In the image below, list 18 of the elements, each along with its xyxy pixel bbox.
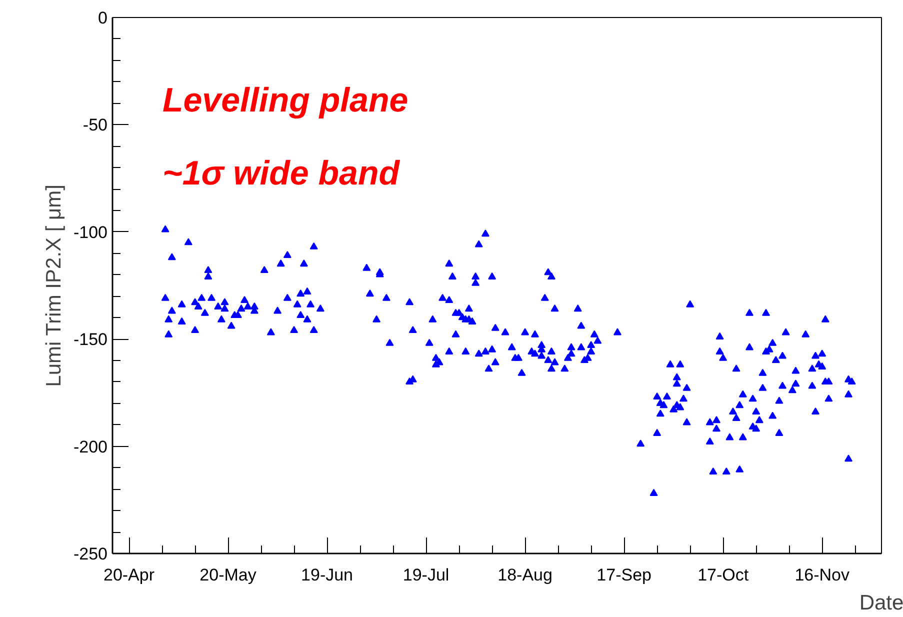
x-tick-label: 19-Jul [402,566,450,584]
x-tick-label: 18-Aug [498,566,552,584]
y-tick-label: -150 [73,330,108,350]
y-axis-title: Lumi Trim IP2.X [ μm] [42,184,66,387]
x-tick-label: 19-Jun [301,566,354,584]
x-axis-title: Date [859,592,903,614]
y-tick-label: 0 [98,8,108,28]
y-tick-label: -100 [73,222,108,242]
y-tick-label: -50 [82,116,108,135]
x-tick-label: 17-Sep [596,566,652,584]
y-tick-label: -200 [73,437,108,456]
x-tick-label: 20-Apr [103,566,155,584]
x-tick-label: 17-Oct [698,566,749,584]
x-tick-label: 20-May [200,566,257,584]
y-tick-label: -250 [73,544,108,564]
annotation: Levelling plane [162,82,408,120]
annotation: ~1σ wide band [162,154,401,192]
x-tick-label: 16-Nov [794,566,850,584]
